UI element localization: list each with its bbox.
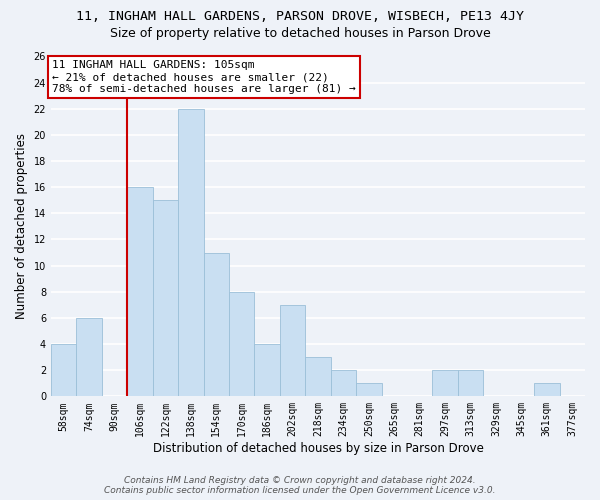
Bar <box>51 344 76 397</box>
Y-axis label: Number of detached properties: Number of detached properties <box>15 134 28 320</box>
Text: 11, INGHAM HALL GARDENS, PARSON DROVE, WISBECH, PE13 4JY: 11, INGHAM HALL GARDENS, PARSON DROVE, W… <box>76 10 524 23</box>
Bar <box>433 370 458 396</box>
Bar <box>458 370 483 396</box>
Bar <box>152 200 178 396</box>
Bar <box>178 109 203 397</box>
Text: 11 INGHAM HALL GARDENS: 105sqm
← 21% of detached houses are smaller (22)
78% of : 11 INGHAM HALL GARDENS: 105sqm ← 21% of … <box>52 60 356 94</box>
Bar <box>254 344 280 397</box>
Bar <box>280 305 305 396</box>
Text: Contains HM Land Registry data © Crown copyright and database right 2024.
Contai: Contains HM Land Registry data © Crown c… <box>104 476 496 495</box>
Bar <box>534 384 560 396</box>
Bar <box>356 384 382 396</box>
Bar <box>127 187 152 396</box>
Bar <box>76 318 102 396</box>
Bar <box>305 357 331 397</box>
X-axis label: Distribution of detached houses by size in Parson Drove: Distribution of detached houses by size … <box>152 442 484 455</box>
Bar <box>331 370 356 396</box>
Bar <box>203 252 229 396</box>
Text: Size of property relative to detached houses in Parson Drove: Size of property relative to detached ho… <box>110 28 490 40</box>
Bar <box>229 292 254 397</box>
